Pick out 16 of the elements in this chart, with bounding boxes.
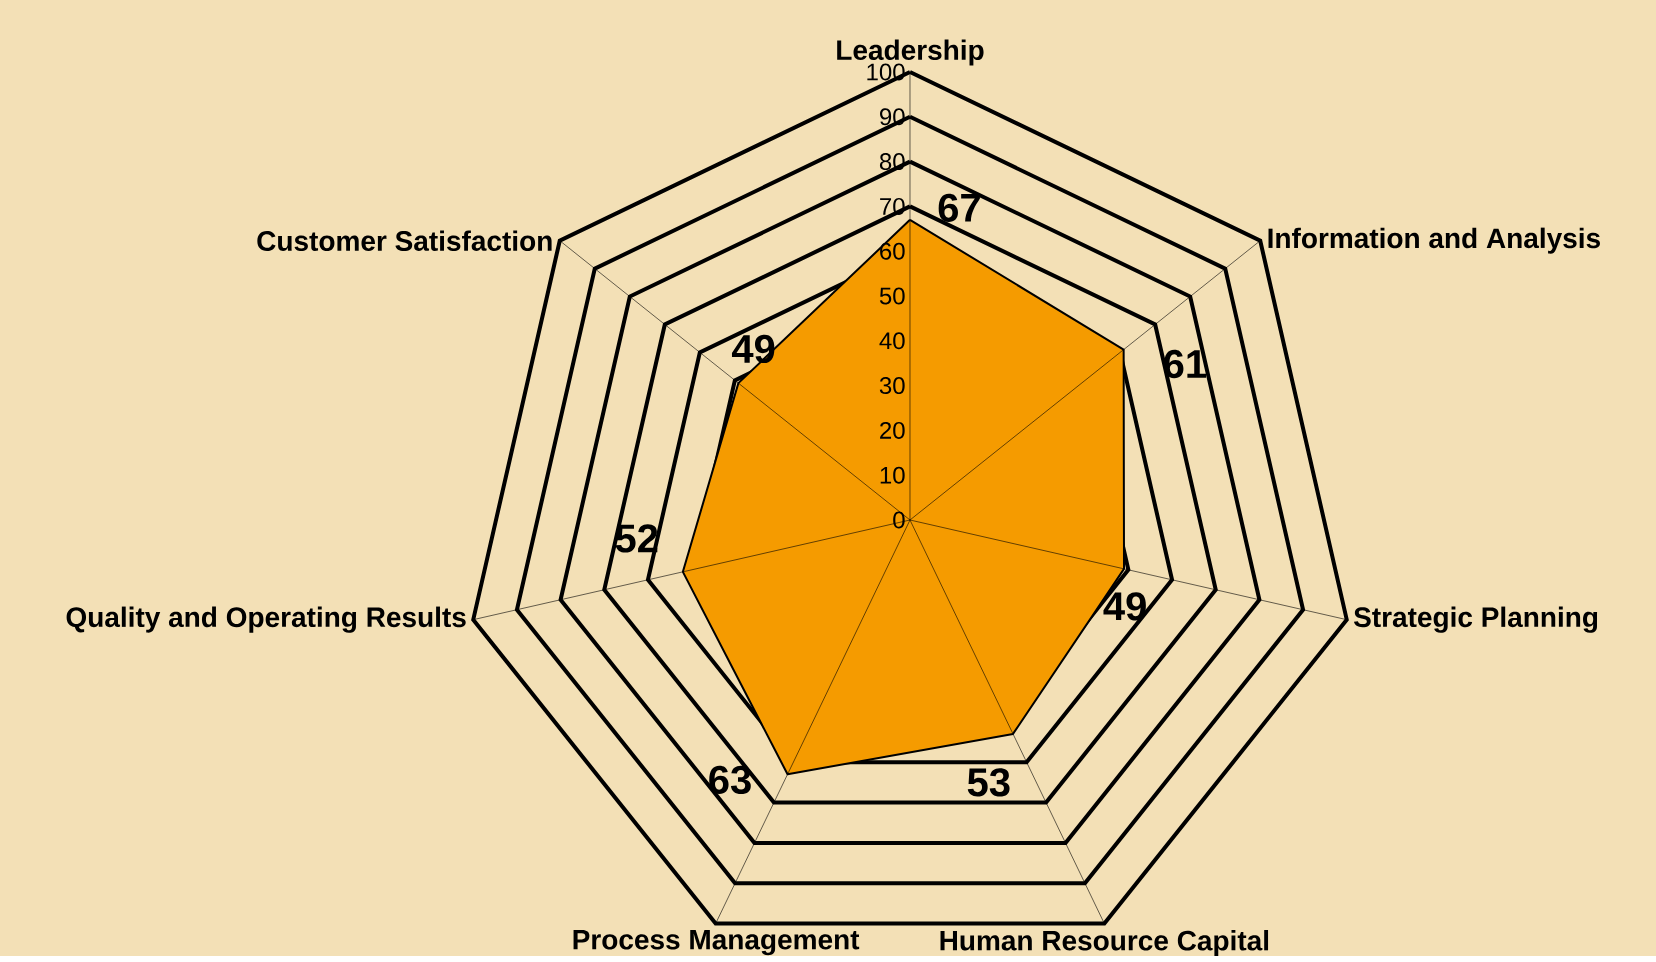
y-tick-label: 30 [879, 377, 905, 395]
spoke-label: Human Resource Capital [940, 929, 1269, 957]
spoke-label: Information and Analysis [1268, 227, 1600, 254]
spoke-label: Quality and Operating Results [66, 606, 466, 633]
y-tick-label: 40 [879, 332, 905, 350]
spoke-label: Process Management [573, 929, 860, 956]
y-tick-label: 20 [880, 421, 905, 439]
data-label: 49 [731, 334, 775, 364]
spoke-label: Customer Satisfaction [257, 230, 552, 251]
data-label: 49 [1103, 592, 1146, 621]
y-tick-label: 50 [879, 287, 905, 305]
y-tick-label: 0 [893, 511, 905, 529]
data-label: 67 [938, 193, 980, 222]
spoke-label: Strategic Planning [1353, 606, 1598, 633]
y-tick-label: 10 [880, 466, 905, 484]
data-label: 53 [967, 768, 1010, 797]
